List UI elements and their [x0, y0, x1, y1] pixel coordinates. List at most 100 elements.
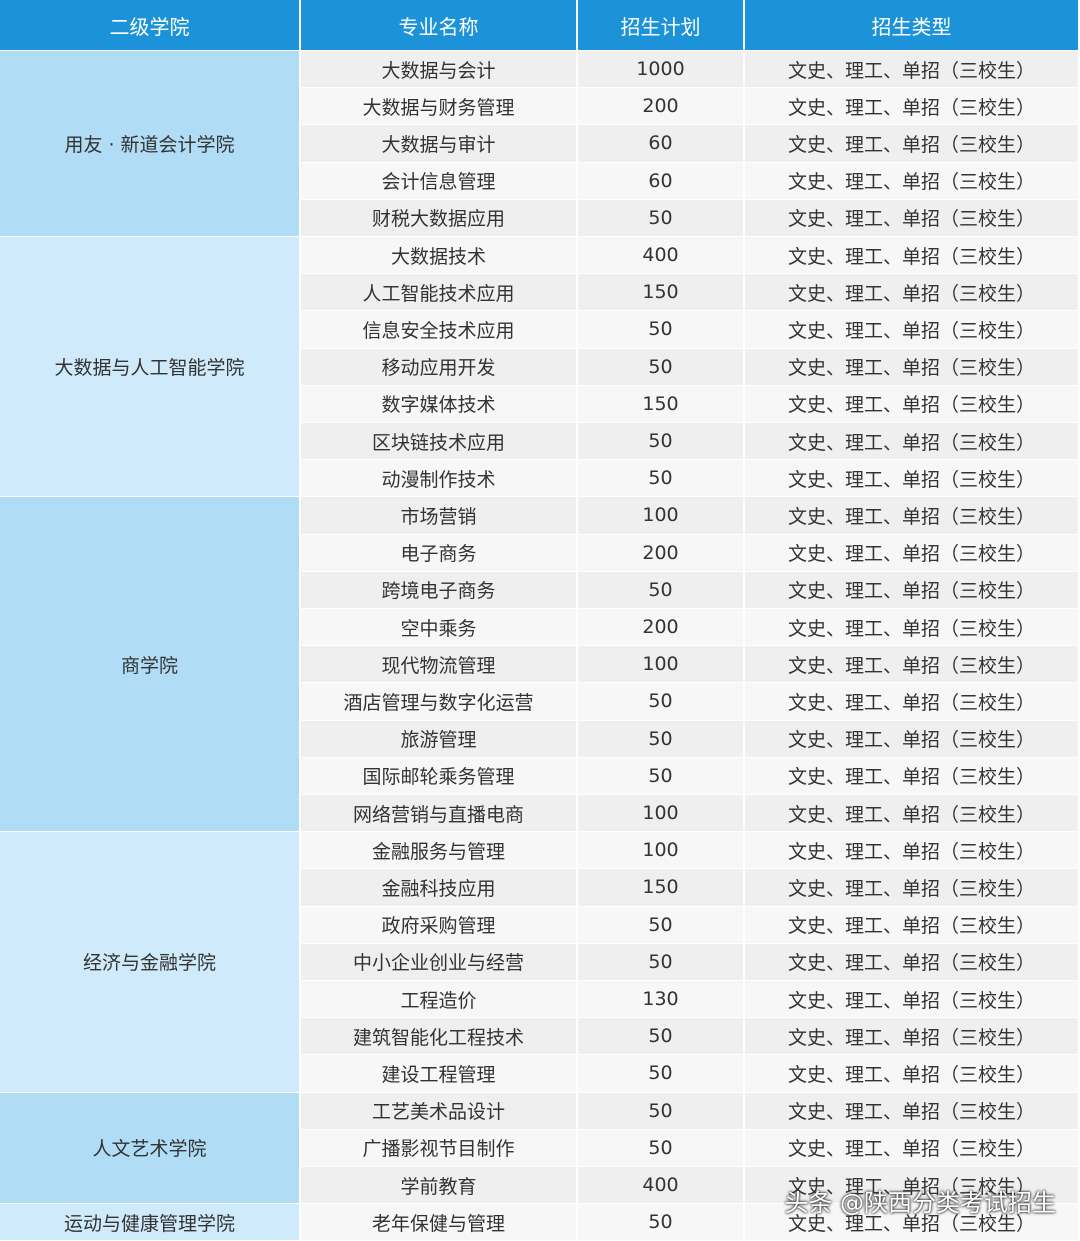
major-cell: 学前教育 — [301, 1167, 578, 1205]
plan-cell: 150 — [578, 274, 745, 312]
type-cell: 文史、理工、单招（三校生） — [745, 534, 1080, 572]
plan-cell: 150 — [578, 869, 745, 907]
header-cell: 专业名称 — [301, 0, 578, 51]
type-cell: 文史、理工、单招（三校生） — [745, 1129, 1080, 1167]
plan-cell: 50 — [578, 1204, 745, 1241]
type-cell: 文史、理工、单招（三校生） — [745, 832, 1080, 870]
college-cell: 大数据与人工智能学院 — [0, 237, 301, 498]
type-cell: 文史、理工、单招（三校生） — [745, 981, 1080, 1019]
plan-cell: 50 — [578, 720, 745, 758]
major-cell: 移动应用开发 — [301, 348, 578, 386]
plan-cell: 50 — [578, 311, 745, 349]
major-cell: 人工智能技术应用 — [301, 274, 578, 312]
type-cell: 文史、理工、单招（三校生） — [745, 51, 1080, 89]
plan-cell: 50 — [578, 906, 745, 944]
type-cell: 文史、理工、单招（三校生） — [745, 1204, 1080, 1241]
plan-cell: 100 — [578, 497, 745, 535]
major-cell: 会计信息管理 — [301, 162, 578, 200]
type-cell: 文史、理工、单招（三校生） — [745, 385, 1080, 423]
major-cell: 老年保健与管理 — [301, 1204, 578, 1241]
plan-cell: 1000 — [578, 51, 745, 89]
plan-cell: 50 — [578, 1018, 745, 1056]
type-cell: 文史、理工、单招（三校生） — [745, 943, 1080, 981]
type-cell: 文史、理工、单招（三校生） — [745, 906, 1080, 944]
plan-cell: 50 — [578, 348, 745, 386]
major-cell: 空中乘务 — [301, 609, 578, 647]
type-cell: 文史、理工、单招（三校生） — [745, 609, 1080, 647]
type-cell: 文史、理工、单招（三校生） — [745, 571, 1080, 609]
college-cell: 用友 · 新道会计学院 — [0, 51, 301, 237]
plan-cell: 200 — [578, 88, 745, 126]
major-cell: 大数据与会计 — [301, 51, 578, 89]
plan-cell: 100 — [578, 646, 745, 684]
plan-cell: 400 — [578, 237, 745, 275]
major-cell: 动漫制作技术 — [301, 460, 578, 498]
major-cell: 金融科技应用 — [301, 869, 578, 907]
type-cell: 文史、理工、单招（三校生） — [745, 423, 1080, 461]
type-cell: 文史、理工、单招（三校生） — [745, 274, 1080, 312]
major-cell: 信息安全技术应用 — [301, 311, 578, 349]
type-cell: 文史、理工、单招（三校生） — [745, 1055, 1080, 1093]
major-cell: 建筑智能化工程技术 — [301, 1018, 578, 1056]
major-cell: 工艺美术品设计 — [301, 1092, 578, 1130]
major-cell: 市场营销 — [301, 497, 578, 535]
major-cell: 区块链技术应用 — [301, 423, 578, 461]
type-cell: 文史、理工、单招（三校生） — [745, 757, 1080, 795]
type-cell: 文史、理工、单招（三校生） — [745, 348, 1080, 386]
major-cell: 建设工程管理 — [301, 1055, 578, 1093]
type-cell: 文史、理工、单招（三校生） — [745, 88, 1080, 126]
major-cell: 网络营销与直播电商 — [301, 795, 578, 833]
major-cell: 旅游管理 — [301, 720, 578, 758]
plan-cell: 100 — [578, 832, 745, 870]
major-cell: 酒店管理与数字化运营 — [301, 683, 578, 721]
type-cell: 文史、理工、单招（三校生） — [745, 162, 1080, 200]
plan-cell: 400 — [578, 1167, 745, 1205]
college-cell: 人文艺术学院 — [0, 1092, 301, 1205]
watermark: 头条 @陕西分类考试招生 — [784, 1189, 1056, 1217]
major-cell: 国际邮轮乘务管理 — [301, 757, 578, 795]
type-cell: 文史、理工、单招（三校生） — [745, 311, 1080, 349]
header-cell: 招生类型 — [745, 0, 1080, 51]
type-cell: 文史、理工、单招（三校生） — [745, 720, 1080, 758]
major-cell: 中小企业创业与经营 — [301, 943, 578, 981]
type-cell: 文史、理工、单招（三校生） — [745, 1018, 1080, 1056]
header-cell: 二级学院 — [0, 0, 301, 51]
type-cell: 文史、理工、单招（三校生） — [745, 795, 1080, 833]
major-cell: 政府采购管理 — [301, 906, 578, 944]
major-cell: 财税大数据应用 — [301, 199, 578, 237]
type-cell: 文史、理工、单招（三校生） — [745, 125, 1080, 163]
plan-cell: 50 — [578, 199, 745, 237]
plan-cell: 50 — [578, 943, 745, 981]
major-cell: 数字媒体技术 — [301, 385, 578, 423]
college-cell: 运动与健康管理学院 — [0, 1204, 301, 1241]
major-cell: 金融服务与管理 — [301, 832, 578, 870]
college-cell: 商学院 — [0, 497, 301, 833]
header-cell: 招生计划 — [578, 0, 745, 51]
type-cell: 文史、理工、单招（三校生） — [745, 199, 1080, 237]
type-cell: 文史、理工、单招（三校生） — [745, 646, 1080, 684]
college-cell: 经济与金融学院 — [0, 832, 301, 1093]
type-cell: 文史、理工、单招（三校生） — [745, 869, 1080, 907]
plan-cell: 60 — [578, 162, 745, 200]
plan-cell: 50 — [578, 683, 745, 721]
plan-cell: 200 — [578, 534, 745, 572]
plan-cell: 50 — [578, 571, 745, 609]
type-cell: 文史、理工、单招（三校生） — [745, 1167, 1080, 1205]
type-cell: 文史、理工、单招（三校生） — [745, 237, 1080, 275]
major-cell: 大数据技术 — [301, 237, 578, 275]
plan-cell: 200 — [578, 609, 745, 647]
plan-cell: 100 — [578, 795, 745, 833]
type-cell: 文史、理工、单招（三校生） — [745, 460, 1080, 498]
type-cell: 文史、理工、单招（三校生） — [745, 1092, 1080, 1130]
major-cell: 电子商务 — [301, 534, 578, 572]
major-cell: 工程造价 — [301, 981, 578, 1019]
plan-cell: 60 — [578, 125, 745, 163]
plan-cell: 50 — [578, 423, 745, 461]
plan-cell: 50 — [578, 757, 745, 795]
plan-cell: 50 — [578, 1129, 745, 1167]
major-cell: 大数据与财务管理 — [301, 88, 578, 126]
plan-cell: 50 — [578, 460, 745, 498]
major-cell: 跨境电子商务 — [301, 571, 578, 609]
plan-cell: 150 — [578, 385, 745, 423]
